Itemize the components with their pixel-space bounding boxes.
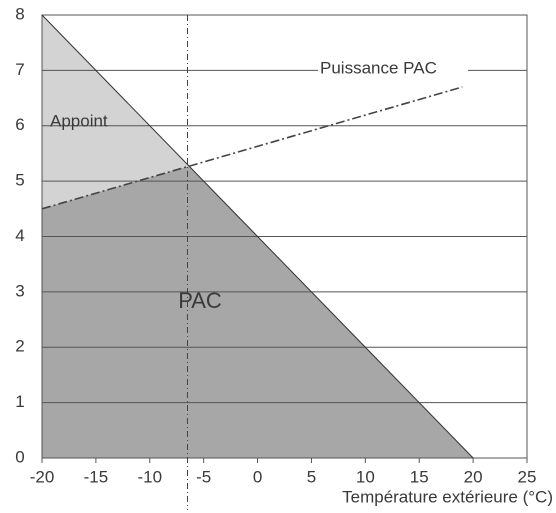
annotation: Appoint <box>50 111 108 130</box>
plot-frame <box>41 14 528 459</box>
y-tick-label: 1 <box>15 392 24 411</box>
x-tick-label: -10 <box>137 467 162 486</box>
x-axis-label: Température extérieure (°C) <box>342 487 553 506</box>
y-tick-label: 3 <box>15 281 24 300</box>
y-tick-label: 7 <box>15 60 24 79</box>
pac-area <box>42 166 474 458</box>
series-line <box>41 14 474 459</box>
x-tick-label: 15 <box>410 467 429 486</box>
series-line <box>41 86 463 210</box>
x-tick-label: 0 <box>253 467 262 486</box>
y-tick-label: 4 <box>15 226 24 245</box>
y-tick-label: 6 <box>15 115 24 134</box>
x-tick-label: -15 <box>84 467 109 486</box>
label-bg <box>318 58 468 80</box>
x-tick-label: 10 <box>356 467 375 486</box>
y-tick-label: 0 <box>15 447 24 466</box>
x-tick-label: -20 <box>30 467 55 486</box>
annotation: PAC <box>178 288 222 313</box>
x-tick-label: 5 <box>307 467 316 486</box>
y-tick-label: 8 <box>15 4 24 23</box>
y-tick-label: 5 <box>15 171 24 190</box>
x-tick-label: -5 <box>196 467 211 486</box>
y-tick-label: 2 <box>15 337 24 356</box>
series-label: Puissance PAC <box>320 58 437 77</box>
x-tick-label: 25 <box>518 467 537 486</box>
x-tick-label: 20 <box>464 467 483 486</box>
